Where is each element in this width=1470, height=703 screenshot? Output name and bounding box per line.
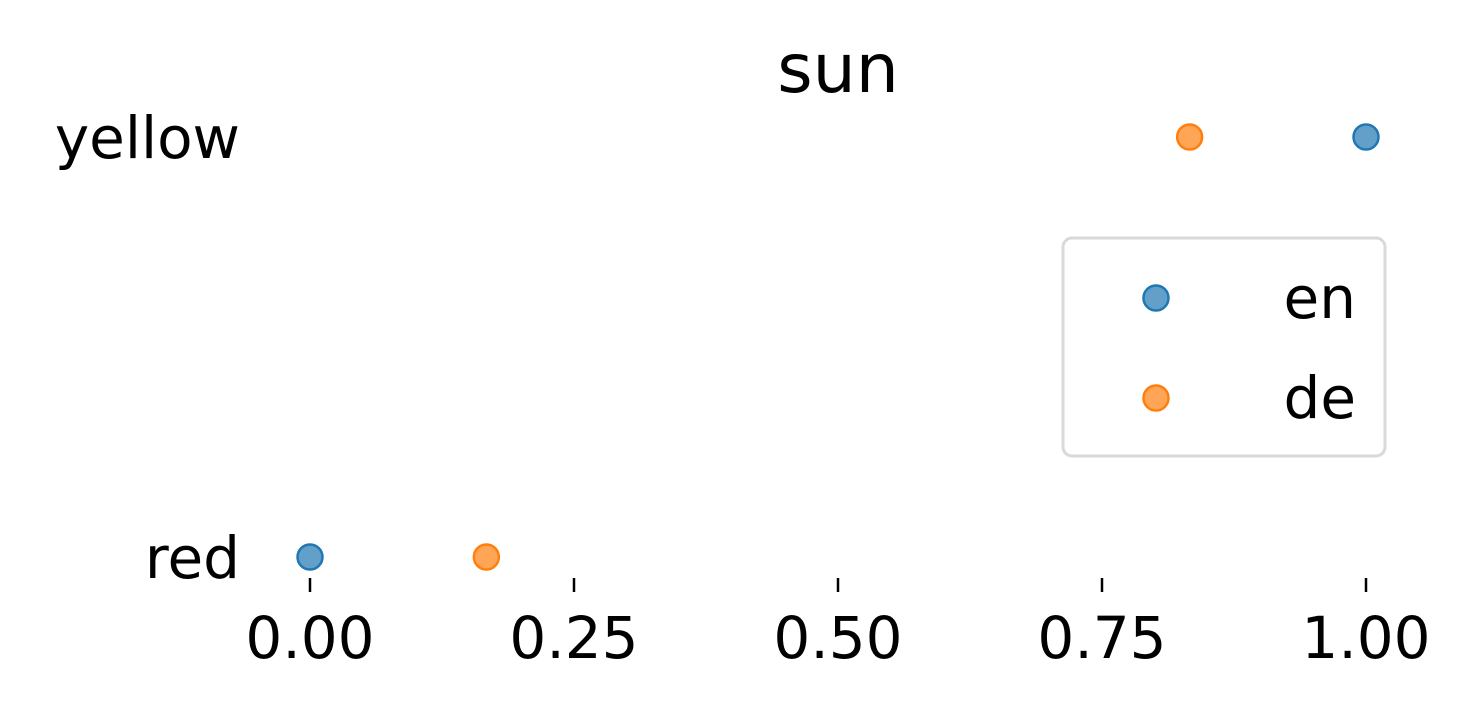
plot-points [296,123,1380,571]
x-tick-label: 0.25 [509,604,638,672]
point-en-yellow [1352,123,1380,151]
legend: en de [1061,236,1387,458]
x-tick-label: 0.75 [1037,604,1166,672]
point-de-yellow [1175,123,1204,151]
x-tick-label: 0.00 [245,604,374,672]
y-tick-label-red: red [145,524,240,592]
legend-marker-en [1142,284,1170,312]
x-tick-label: 0.50 [773,604,902,672]
legend-marker-de [1142,384,1170,412]
x-tick-label: 1.00 [1301,604,1430,672]
point-en-red [296,543,324,571]
y-axis: yellow red [55,104,240,592]
x-axis: 0.00 0.25 0.50 0.75 1.00 [245,578,1431,672]
y-tick-label-yellow: yellow [55,104,240,172]
chart-title: sun [777,30,899,109]
point-de-red [472,543,501,571]
legend-label-en: en [1284,264,1356,332]
legend-label-de: de [1284,364,1357,432]
